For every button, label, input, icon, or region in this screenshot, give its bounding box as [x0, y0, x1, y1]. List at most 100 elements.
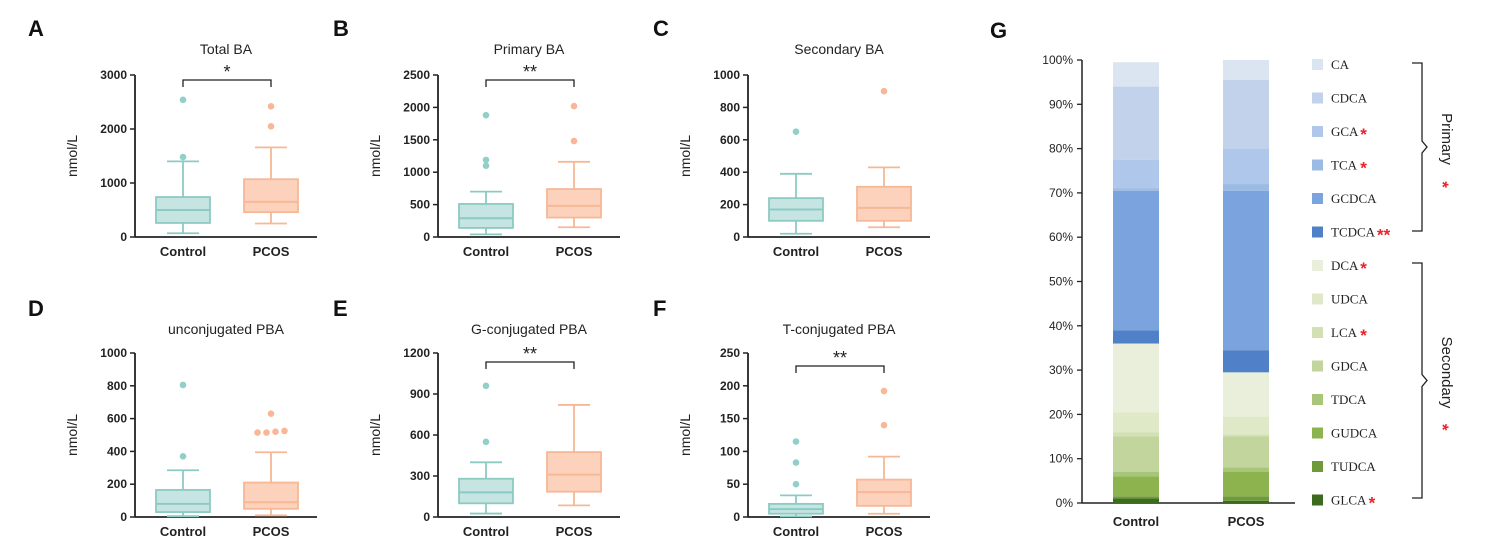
significance-bracket	[795, 365, 885, 373]
panel-label: C	[653, 16, 669, 41]
y-tick-label: 250	[720, 346, 740, 360]
legend-label: GCDCA	[1331, 191, 1377, 206]
x-tick-label: Control	[160, 244, 206, 259]
bar-segment-dca	[1223, 372, 1269, 417]
bar-segment-tdca	[1223, 467, 1269, 472]
x-tick-label: PCOS	[1228, 514, 1265, 529]
significance-marker: **	[833, 348, 847, 368]
legend-significance-star: *	[1360, 326, 1367, 345]
y-tick-label: 600	[720, 133, 740, 147]
y-tick-label: 50%	[1049, 275, 1073, 289]
legend-label: DCA	[1331, 258, 1359, 273]
legend-significance-star: *	[1360, 159, 1367, 178]
bracket-line	[1412, 262, 1428, 499]
y-tick-label: 400	[107, 444, 127, 458]
legend-significance-star: *	[1360, 259, 1367, 278]
legend-swatch	[1312, 126, 1323, 137]
y-tick-label: 600	[410, 428, 430, 442]
outlier-point	[792, 480, 800, 488]
y-tick-label: 30%	[1049, 363, 1073, 377]
significance-marker: *	[223, 62, 230, 82]
y-tick-label: 90%	[1049, 97, 1073, 111]
panel-g: G 0% 10% 20% 30% 40% 50% 60% 70% 80% 90% 100% Contro…	[990, 18, 1455, 529]
legend-label: TDCA	[1331, 392, 1367, 407]
bar-segment-tcdca	[1223, 350, 1269, 373]
legend-item-udca: UDCA	[1312, 292, 1368, 307]
legend-item-cdca: CDCA	[1312, 91, 1368, 106]
bar-segment-tdca	[1113, 471, 1159, 477]
panel-a: A Total BA nmol/L 0 1000 2000 3000 Control PCOS *	[28, 16, 317, 259]
y-tick-label: 100%	[1042, 53, 1073, 67]
legend-item-gcdca: GCDCA	[1312, 191, 1377, 206]
iqr-box	[546, 188, 602, 219]
y-tick-label: 0	[423, 510, 430, 524]
iqr-box	[458, 203, 514, 229]
outlier-point	[482, 438, 490, 446]
y-tick-label: 70%	[1049, 186, 1073, 200]
group-label: Secondary	[1438, 337, 1455, 409]
significance-bracket	[182, 79, 272, 87]
legend-swatch	[1312, 159, 1323, 171]
outlier-point	[267, 123, 275, 130]
x-tick-label: Control	[463, 524, 509, 539]
legend-label: GLCA	[1331, 493, 1367, 508]
significance-bracket	[485, 361, 575, 369]
outlier-point	[179, 153, 187, 161]
bar-segment-cdca	[1223, 79, 1269, 149]
outlier-point	[880, 421, 888, 429]
legend-swatch	[1312, 327, 1323, 338]
iqr-box	[546, 451, 602, 493]
iqr-box	[243, 481, 299, 510]
legend-label: TUDCA	[1331, 459, 1376, 474]
bar-segment-gdca	[1223, 436, 1269, 468]
legend-swatch	[1312, 293, 1323, 305]
group-significance-star: *	[1433, 424, 1452, 431]
x-tick-label: Control	[1113, 514, 1159, 529]
box-control	[458, 382, 514, 515]
legend-label: GCA	[1331, 124, 1359, 139]
iqr-box	[243, 178, 299, 214]
legend-swatch	[1312, 427, 1323, 439]
y-tick-label: 200	[720, 379, 740, 393]
box-control	[458, 111, 514, 236]
legend-swatch	[1312, 461, 1323, 472]
panel-title: unconjugated PBA	[168, 321, 285, 337]
group-significance-star: *	[1433, 181, 1452, 188]
y-tick-label: 400	[720, 165, 740, 179]
y-tick-label: 2500	[403, 68, 430, 82]
y-tick-label: 60%	[1049, 230, 1073, 244]
legend-label: CDCA	[1331, 91, 1368, 106]
legend-swatch	[1312, 193, 1323, 204]
bar-segment-gdca	[1113, 436, 1159, 472]
group-label: Primary	[1438, 113, 1455, 165]
bar-segment-tudca	[1113, 496, 1159, 499]
bracket-line	[1412, 62, 1428, 232]
outlier-point	[179, 96, 187, 104]
legend-item-lca: LCA *	[1312, 325, 1367, 345]
panel-label: D	[28, 296, 44, 321]
y-tick-label: 1200	[403, 346, 430, 360]
bar-segment-lca	[1223, 434, 1269, 437]
y-axis-label: nmol/L	[64, 135, 80, 177]
y-tick-label: 1000	[713, 68, 740, 82]
box-pcos	[546, 404, 602, 507]
y-axis-label: nmol/L	[367, 135, 383, 177]
box-pcos	[856, 87, 912, 229]
y-tick-label: 800	[720, 100, 740, 114]
group-bracket-secondary: Secondary *	[1412, 262, 1455, 499]
y-axis-label: nmol/L	[677, 135, 693, 177]
legend-swatch	[1312, 260, 1323, 271]
box-control	[768, 438, 824, 518]
legend-item-gca: GCA *	[1312, 124, 1367, 144]
legend-item-gdca: GDCA	[1312, 359, 1368, 374]
y-tick-label: 40%	[1049, 319, 1073, 333]
legend-item-glca: GLCA *	[1312, 493, 1376, 513]
panel-title: Primary BA	[494, 41, 565, 57]
outlier-point	[482, 156, 490, 164]
y-tick-label: 1500	[403, 133, 430, 147]
outlier-point	[179, 453, 187, 460]
panel-b: B Primary BA nmol/L 0 500 1000 1500 2000 2500 Con…	[333, 16, 620, 259]
outlier-point	[254, 429, 261, 436]
y-tick-label: 2000	[403, 100, 430, 114]
y-tick-label: 50	[727, 477, 741, 491]
